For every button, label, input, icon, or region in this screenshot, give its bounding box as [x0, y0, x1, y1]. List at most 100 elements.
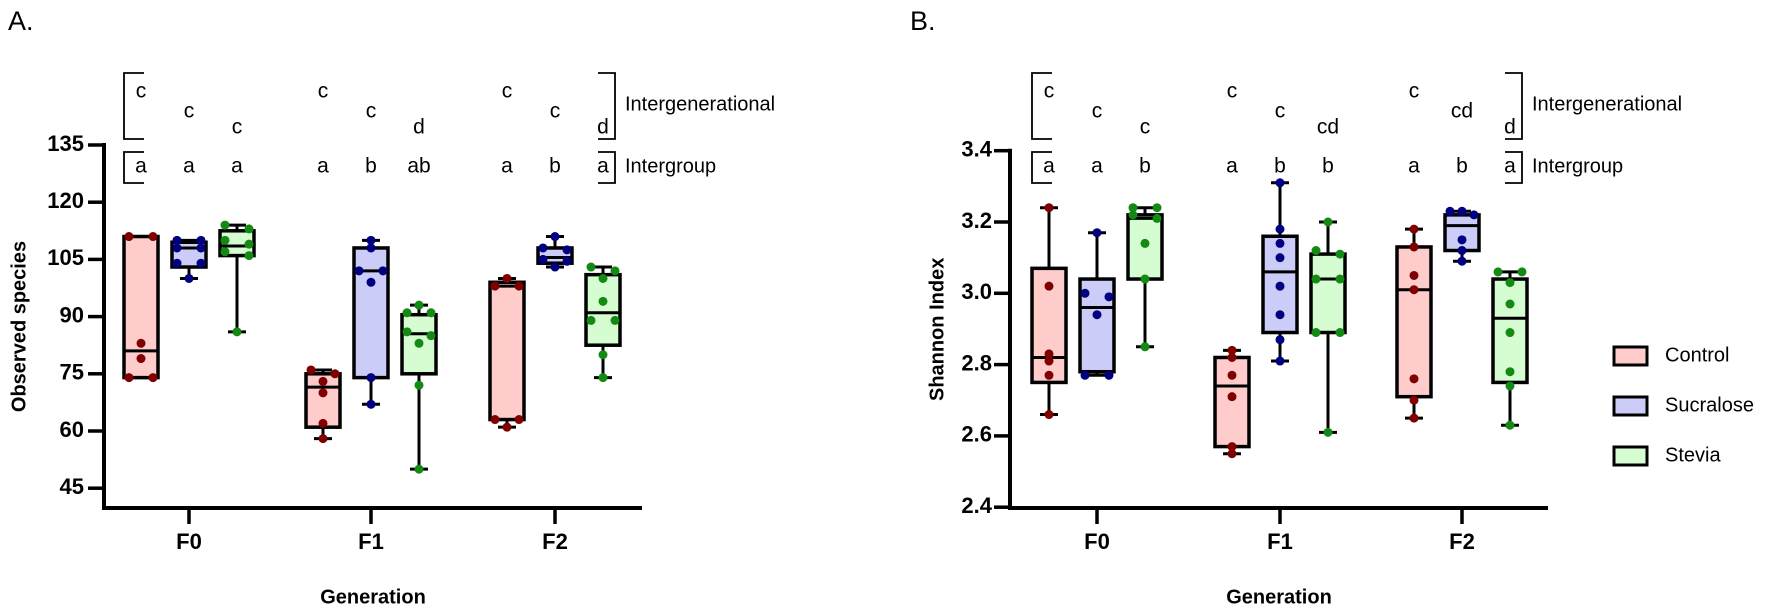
data-point	[330, 369, 340, 379]
data-point	[550, 262, 560, 272]
legend-label-stevia: Stevia	[1665, 444, 1721, 466]
intergenerational-letter: c	[366, 100, 377, 123]
intergroup-letter: a	[135, 155, 147, 178]
box-sucralose-f2	[1443, 206, 1481, 266]
y-tick-label: 60	[60, 417, 84, 442]
y-tick-label: 2.8	[961, 350, 992, 375]
intergenerational-letter: d	[413, 116, 425, 139]
intergenerational-letter: c	[550, 100, 561, 123]
intergroup-letter: b	[549, 155, 561, 178]
box-stevia-f0	[218, 220, 256, 337]
data-point	[306, 365, 316, 375]
data-point	[124, 373, 134, 383]
intergenerational-letter: c	[1409, 80, 1420, 103]
data-point	[1409, 242, 1419, 252]
data-point	[1227, 345, 1237, 355]
data-point	[538, 254, 548, 264]
legend-swatch-sucralose	[1612, 395, 1649, 417]
data-point	[586, 315, 596, 325]
box-iqr	[1443, 213, 1481, 253]
panel-a-observed-species: A. 135 120 105 90 75 60 45 F0 F1 F2 Generation Obser…	[8, 6, 775, 608]
data-point	[196, 235, 206, 245]
panel-label: B.	[910, 6, 936, 36]
intergenerational-bracket-right	[1505, 72, 1523, 140]
data-point	[402, 327, 412, 337]
data-point	[220, 247, 230, 257]
data-point	[1227, 392, 1237, 402]
box-iqr	[1213, 355, 1251, 449]
intergroup-letter: b	[1456, 155, 1468, 178]
data-point	[1275, 238, 1285, 248]
data-point	[136, 354, 146, 364]
data-point	[172, 258, 182, 268]
data-point	[1104, 292, 1114, 302]
x-tick-label: F0	[1084, 529, 1110, 554]
data-point	[366, 235, 376, 245]
data-point	[1335, 249, 1345, 259]
data-point	[402, 308, 412, 318]
data-point	[1409, 413, 1419, 423]
intergroup-letter: a	[1504, 155, 1516, 178]
data-point	[514, 415, 524, 425]
intergroup-letter: a	[1226, 155, 1238, 178]
data-point	[1505, 381, 1515, 391]
data-point	[1275, 281, 1285, 291]
data-point	[366, 399, 376, 409]
data-point	[598, 350, 608, 360]
box-iqr	[400, 312, 438, 376]
data-point	[124, 232, 134, 242]
data-point	[318, 434, 328, 444]
data-point	[318, 418, 328, 428]
intergenerational-letter: d	[1504, 116, 1516, 139]
intergroup-letter: a	[1091, 155, 1103, 178]
data-point	[172, 243, 182, 253]
data-point	[1140, 238, 1150, 248]
box-control-f1	[304, 365, 342, 444]
data-point	[598, 273, 608, 283]
legend-swatch-control	[1612, 345, 1649, 367]
data-point	[220, 220, 230, 230]
data-point	[1152, 203, 1162, 213]
data-point	[490, 415, 500, 425]
intergenerational-letter: cd	[1451, 100, 1473, 123]
intergroup-letter: a	[1408, 155, 1420, 178]
y-axis-title: Observed species	[8, 241, 30, 412]
data-point	[1457, 206, 1467, 216]
box-control-f2	[488, 273, 526, 432]
data-point	[1275, 178, 1285, 188]
y-tick-label: 3.2	[961, 208, 992, 233]
intergroup-bracket-left	[1031, 151, 1052, 184]
box-sucralose-f1	[352, 235, 390, 409]
data-point	[244, 239, 254, 249]
data-point	[148, 232, 158, 242]
box-sucralose-f2	[536, 232, 574, 272]
data-point	[598, 373, 608, 383]
intergenerational-letter: c	[1092, 100, 1103, 123]
data-point	[414, 380, 424, 390]
x-axis-title: Generation	[320, 586, 426, 608]
data-point	[1044, 281, 1054, 291]
intergenerational-letter: c	[1140, 116, 1151, 139]
intergenerational-letter: c	[1227, 80, 1238, 103]
data-point	[1152, 213, 1162, 223]
data-point	[1323, 217, 1333, 227]
data-point	[1409, 270, 1419, 280]
legend-label-sucralose: Sucralose	[1665, 394, 1754, 416]
data-point	[1335, 328, 1345, 338]
x-tick-label: F2	[542, 529, 568, 554]
data-point	[318, 376, 328, 386]
data-point	[1044, 349, 1054, 359]
intergenerational-label: Intergenerational	[1532, 93, 1682, 115]
x-tick-label: F1	[1267, 529, 1293, 554]
data-point	[562, 245, 572, 255]
data-point	[1517, 267, 1527, 277]
box-stevia-f2	[1491, 267, 1529, 430]
intergroup-bracket-right	[598, 151, 616, 184]
data-point	[1335, 274, 1345, 284]
legend: Control Sucralose Stevia	[1612, 344, 1754, 467]
data-point	[1469, 210, 1479, 220]
data-point	[1275, 310, 1285, 320]
data-point	[1080, 288, 1090, 298]
data-point	[1505, 420, 1515, 430]
y-tick-label: 3.4	[961, 137, 992, 162]
